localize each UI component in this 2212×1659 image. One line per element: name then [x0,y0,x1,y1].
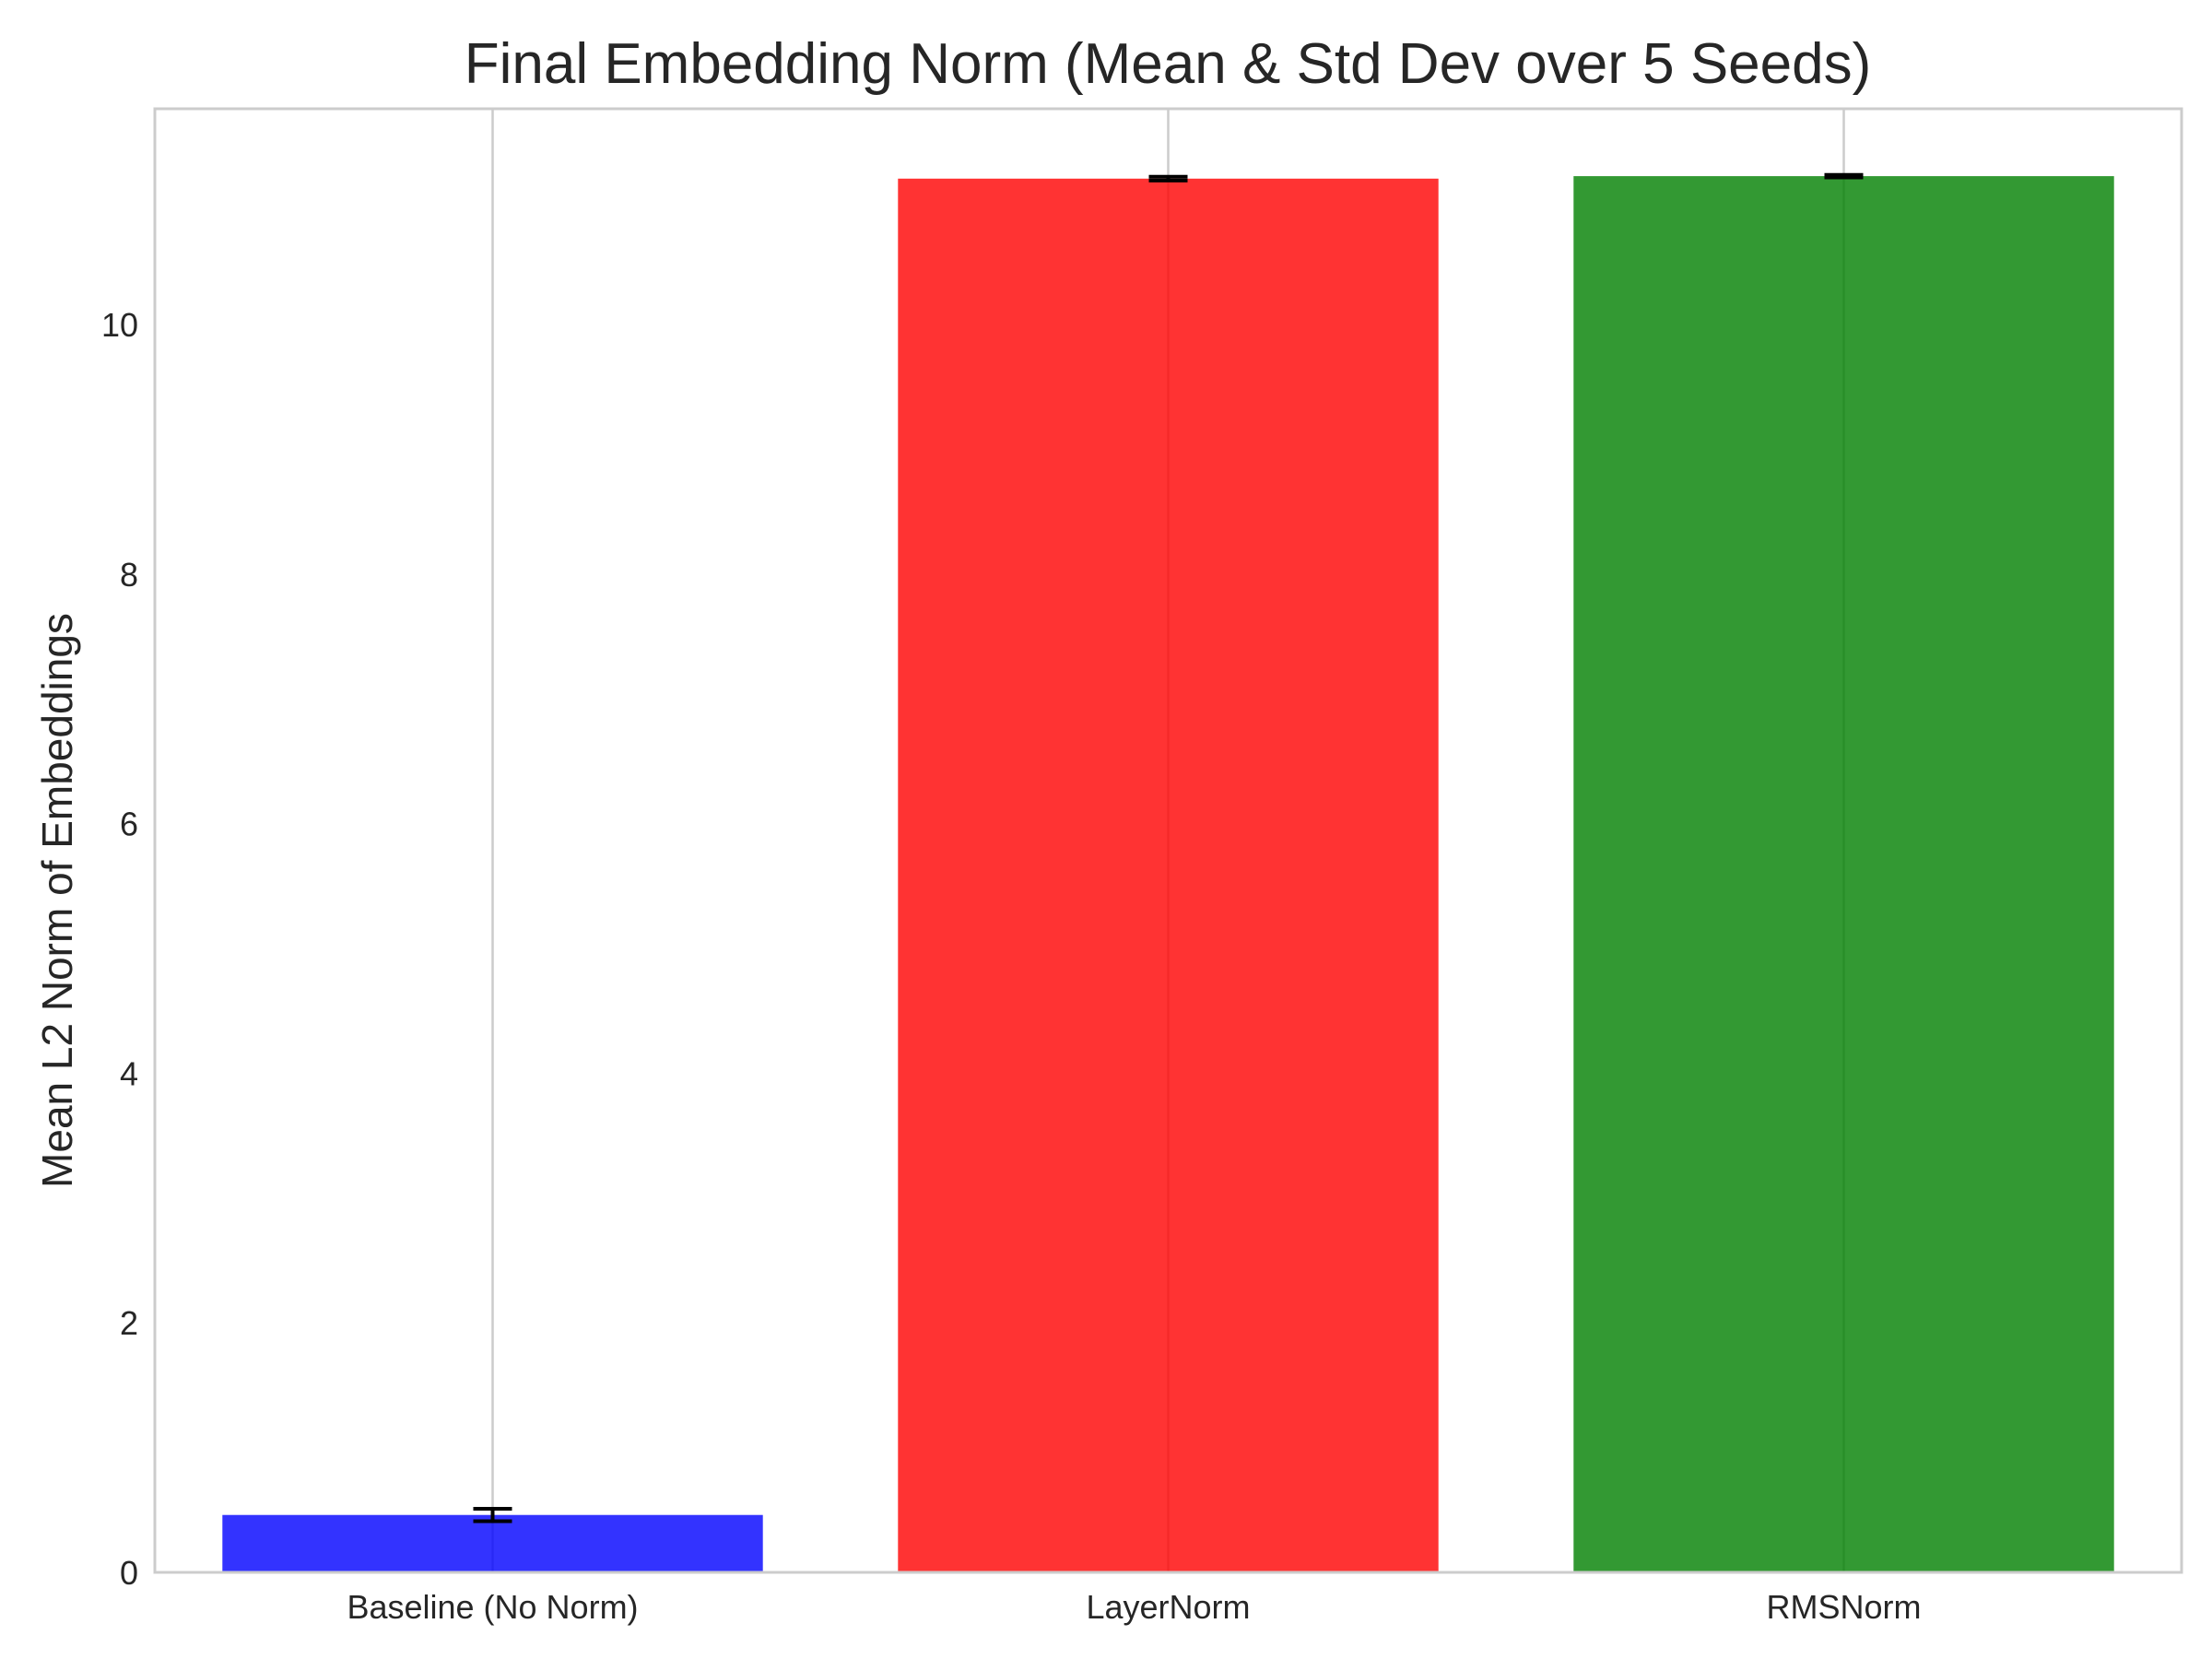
y-tick-label: 6 [120,806,138,843]
bar [222,1514,763,1572]
x-axis-ticks: Baseline (No Norm) LayerNorm RMSNorm [347,1588,1921,1626]
bar [1573,176,2114,1572]
chart-title: Final Embedding Norm (Mean & Std Dev ove… [465,32,1872,96]
bars [222,176,2114,1572]
y-tick-label: 2 [120,1304,138,1342]
plot-frame [153,107,2183,1574]
x-tick-label: RMSNorm [1767,1588,1922,1626]
y-tick-label: 8 [120,556,138,594]
y-axis-ticks: 0 2 4 6 8 10 [101,306,138,1592]
y-axis-label: Mean L2 Norm of Embeddings [33,613,81,1188]
y-tick-label: 10 [101,306,138,344]
bar [898,178,1439,1572]
y-tick-label: 0 [120,1554,138,1592]
x-tick-label: Baseline (No Norm) [347,1588,638,1626]
error-bars [473,172,1864,1524]
y-tick-label: 4 [120,1054,138,1092]
x-tick-label: LayerNorm [1086,1588,1250,1626]
